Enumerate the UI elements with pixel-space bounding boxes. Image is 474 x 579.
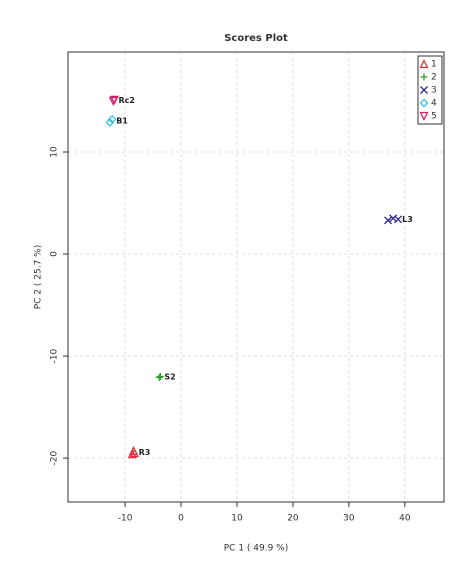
- x-axis-title: PC 1 ( 49.9 %): [224, 544, 289, 554]
- chart-title: Scores Plot: [224, 33, 288, 44]
- legend-label: 2: [431, 73, 437, 83]
- legend-marker: [420, 86, 428, 94]
- plot-frame: [67, 51, 445, 503]
- point: [130, 448, 140, 458]
- point: [107, 114, 117, 124]
- legend-label: 5: [431, 112, 437, 122]
- point: [127, 449, 137, 459]
- legend-label: 3: [431, 86, 437, 96]
- point-label: L3: [402, 215, 413, 224]
- y-tick-label: 0: [50, 251, 60, 257]
- legend-marker: [420, 73, 428, 81]
- point: [156, 372, 164, 380]
- y-axis-title: PC 2 ( 25.7 %): [34, 245, 44, 310]
- point-label: Rc2: [118, 96, 134, 105]
- point: [394, 215, 403, 224]
- legend-marker: [419, 98, 429, 108]
- legend-label: 1: [431, 60, 437, 70]
- legend-marker: [419, 59, 429, 69]
- point: [384, 216, 393, 225]
- point: [155, 374, 163, 382]
- x-tick-label: 40: [399, 514, 411, 524]
- point-label: S2: [164, 373, 175, 382]
- y-tick-label: -10: [50, 348, 60, 363]
- y-tick-label: 10: [50, 146, 60, 158]
- x-tick-label: 10: [231, 514, 243, 524]
- x-tick-label: 30: [343, 514, 355, 524]
- point-label: B1: [116, 116, 128, 125]
- legend-marker: [419, 111, 429, 121]
- x-tick-label: -10: [118, 514, 133, 524]
- point-label: R3: [139, 448, 151, 457]
- x-tick-label: 20: [287, 514, 299, 524]
- y-tick-label: -20: [50, 451, 60, 466]
- x-tick-label: 0: [178, 514, 184, 524]
- point: [105, 117, 115, 127]
- legend-label: 4: [431, 99, 437, 109]
- point: [109, 95, 119, 105]
